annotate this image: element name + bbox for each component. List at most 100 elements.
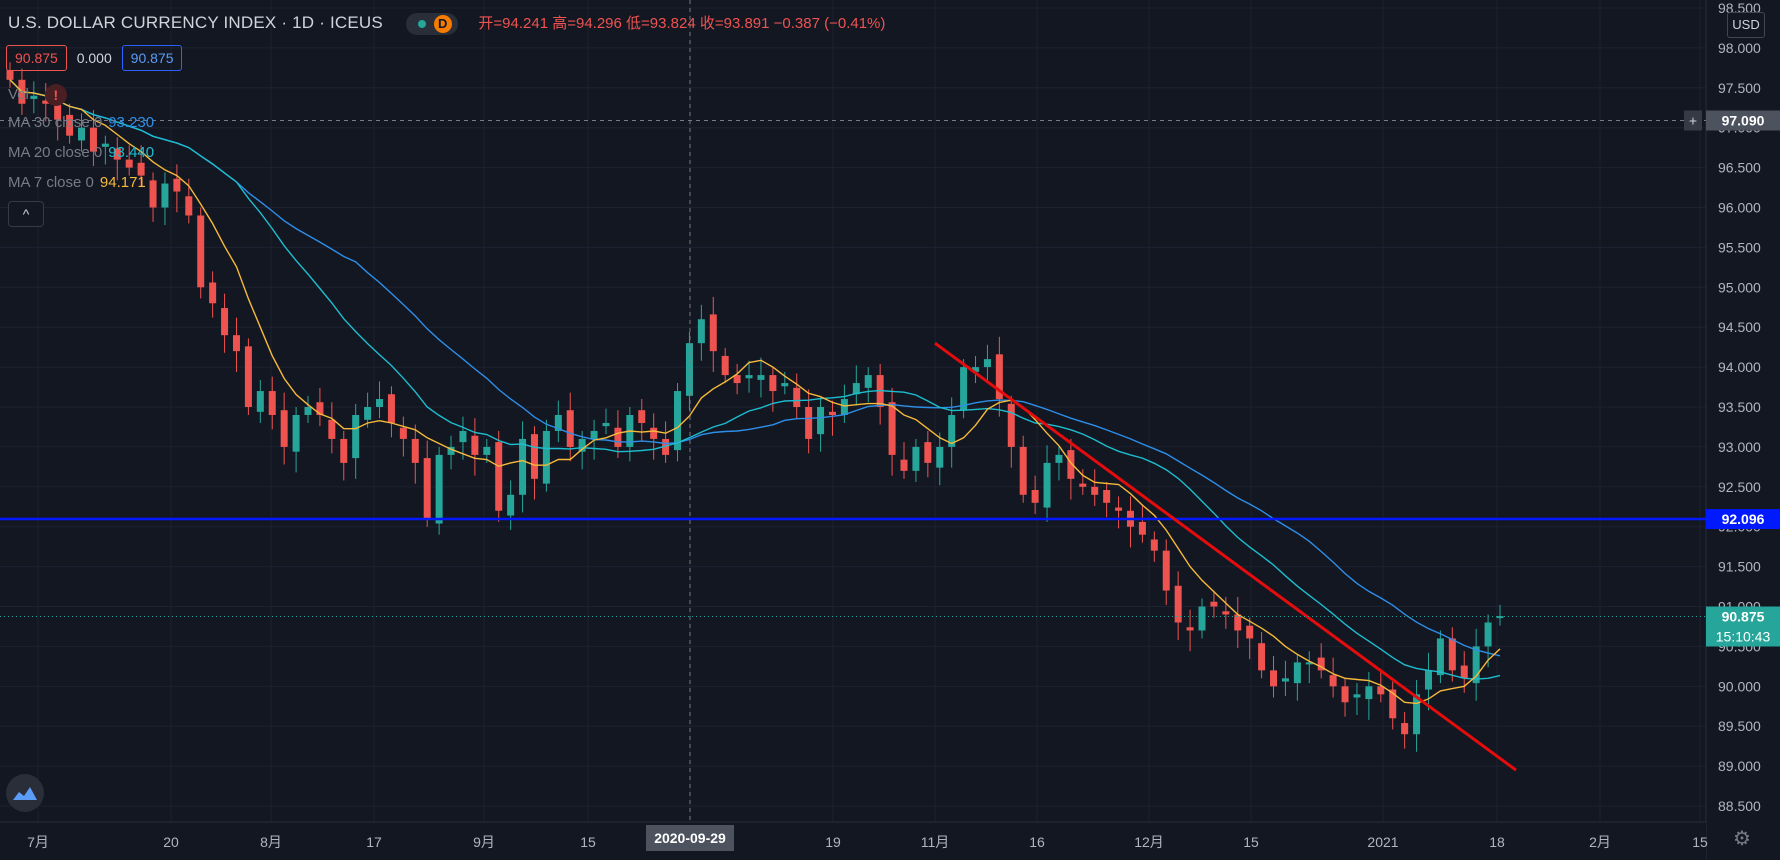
symbol-title[interactable]: U.S. DOLLAR CURRENCY INDEX · 1D · ICEUS xyxy=(8,13,383,32)
candle-body[interactable] xyxy=(1389,689,1397,719)
candle-body[interactable] xyxy=(590,430,598,439)
warning-icon[interactable]: ! xyxy=(44,84,67,106)
candle-body[interactable] xyxy=(936,446,944,468)
candle-body[interactable] xyxy=(530,434,538,479)
settings-gear-icon[interactable]: ⚙ xyxy=(1733,828,1751,850)
candle-body[interactable] xyxy=(1413,694,1421,735)
candle-body[interactable] xyxy=(1138,521,1146,535)
candle-body[interactable] xyxy=(387,394,395,423)
candle-body[interactable] xyxy=(554,414,562,431)
candle-body[interactable] xyxy=(435,454,443,524)
candle-body[interactable] xyxy=(1341,686,1349,703)
candle-body[interactable] xyxy=(1115,507,1123,511)
candle-body[interactable] xyxy=(1305,662,1313,665)
trend-line[interactable] xyxy=(934,341,1517,772)
candle-body[interactable] xyxy=(1258,643,1266,671)
candle-body[interactable] xyxy=(1186,627,1194,631)
candle-body[interactable] xyxy=(542,430,550,484)
candle-body[interactable] xyxy=(423,458,431,519)
candle-body[interactable] xyxy=(912,446,920,471)
candle-body[interactable] xyxy=(125,159,133,168)
candle-body[interactable] xyxy=(1079,483,1087,487)
candle-body[interactable] xyxy=(1031,490,1039,503)
candle-body[interactable] xyxy=(1448,638,1456,671)
candle-body[interactable] xyxy=(54,103,62,120)
candle-body[interactable] xyxy=(1162,550,1170,591)
candle-body[interactable] xyxy=(709,314,717,352)
candle-body[interactable] xyxy=(1365,686,1373,700)
ma20-indicator-row[interactable]: MA 20 close 0 93.440 xyxy=(8,144,154,161)
volume-indicator-row[interactable]: Vol! xyxy=(8,84,67,106)
candle-body[interactable] xyxy=(197,215,205,288)
candle-body[interactable] xyxy=(983,359,991,368)
candle-body[interactable] xyxy=(1329,675,1337,687)
candle-body[interactable] xyxy=(495,442,503,511)
candle-body[interactable] xyxy=(1234,614,1242,631)
candle-body[interactable] xyxy=(471,435,479,455)
candle-body[interactable] xyxy=(447,446,455,455)
candle-body[interactable] xyxy=(1460,665,1468,679)
candle-body[interactable] xyxy=(1174,585,1182,623)
candle-body[interactable] xyxy=(459,430,467,443)
market-status-pill[interactable]: D xyxy=(405,12,458,35)
buy-price-button[interactable]: 90.875 xyxy=(121,45,183,71)
candle-body[interactable] xyxy=(602,422,610,427)
candle-body[interactable] xyxy=(1198,606,1206,631)
candle-body[interactable] xyxy=(1055,454,1063,463)
plus-icon[interactable]: + xyxy=(1689,113,1697,129)
candle-body[interactable] xyxy=(769,375,777,392)
candle-body[interactable] xyxy=(1270,670,1278,687)
candle-body[interactable] xyxy=(173,178,181,192)
candle-body[interactable] xyxy=(757,375,765,380)
candle-body[interactable] xyxy=(793,387,801,408)
candle-body[interactable] xyxy=(1281,678,1289,682)
candle-body[interactable] xyxy=(960,367,968,411)
candle-body[interactable] xyxy=(662,438,670,455)
candle-body[interactable] xyxy=(1103,490,1111,503)
candle-body[interactable] xyxy=(364,407,372,420)
ma7-indicator-row[interactable]: MA 7 close 0 94.171 xyxy=(8,174,146,191)
candle-body[interactable] xyxy=(1484,622,1492,647)
candle-body[interactable] xyxy=(304,407,312,415)
currency-button[interactable]: USD xyxy=(1727,12,1765,38)
crosshair-add-button[interactable] xyxy=(1684,110,1702,131)
collapse-legend-button[interactable]: ^ xyxy=(8,201,44,227)
time-axis-panel[interactable] xyxy=(0,822,1706,860)
candle-body[interactable] xyxy=(1246,625,1254,639)
candle-body[interactable] xyxy=(101,143,109,147)
candle-body[interactable] xyxy=(1007,403,1015,447)
candle-body[interactable] xyxy=(89,127,97,152)
candle-body[interactable] xyxy=(1424,670,1432,690)
candle-body[interactable] xyxy=(483,446,491,455)
candle-body[interactable] xyxy=(66,114,74,136)
candle-body[interactable] xyxy=(685,343,693,396)
candle-body[interactable] xyxy=(888,402,896,455)
candle-body[interactable] xyxy=(1436,638,1444,676)
candle-body[interactable] xyxy=(6,70,14,80)
candle-body[interactable] xyxy=(852,383,860,395)
candle-body[interactable] xyxy=(280,410,288,447)
candle-body[interactable] xyxy=(30,95,38,99)
candle-body[interactable] xyxy=(674,391,682,451)
candle-body[interactable] xyxy=(340,438,348,463)
candle-body[interactable] xyxy=(733,375,741,384)
candle-body[interactable] xyxy=(1043,462,1051,508)
candle-body[interactable] xyxy=(805,407,813,439)
sell-price-button[interactable]: 90.875 xyxy=(6,45,67,71)
candle-body[interactable] xyxy=(268,391,276,415)
candle-body[interactable] xyxy=(507,494,515,516)
candle-body[interactable] xyxy=(1293,662,1301,684)
candle-body[interactable] xyxy=(411,438,419,463)
candle-body[interactable] xyxy=(113,148,121,160)
ma30-indicator-row[interactable]: MA 30 close 0 93.230 xyxy=(8,114,154,131)
candle-body[interactable] xyxy=(519,438,527,495)
candle-body[interactable] xyxy=(1067,450,1075,479)
candle-body[interactable] xyxy=(828,411,836,415)
candle-body[interactable] xyxy=(292,414,300,452)
candle-body[interactable] xyxy=(638,410,646,423)
candle-body[interactable] xyxy=(161,183,169,208)
candle-body[interactable] xyxy=(137,162,145,176)
candle-body[interactable] xyxy=(864,375,872,388)
candle-body[interactable] xyxy=(948,414,956,447)
candle-body[interactable] xyxy=(1091,486,1099,495)
